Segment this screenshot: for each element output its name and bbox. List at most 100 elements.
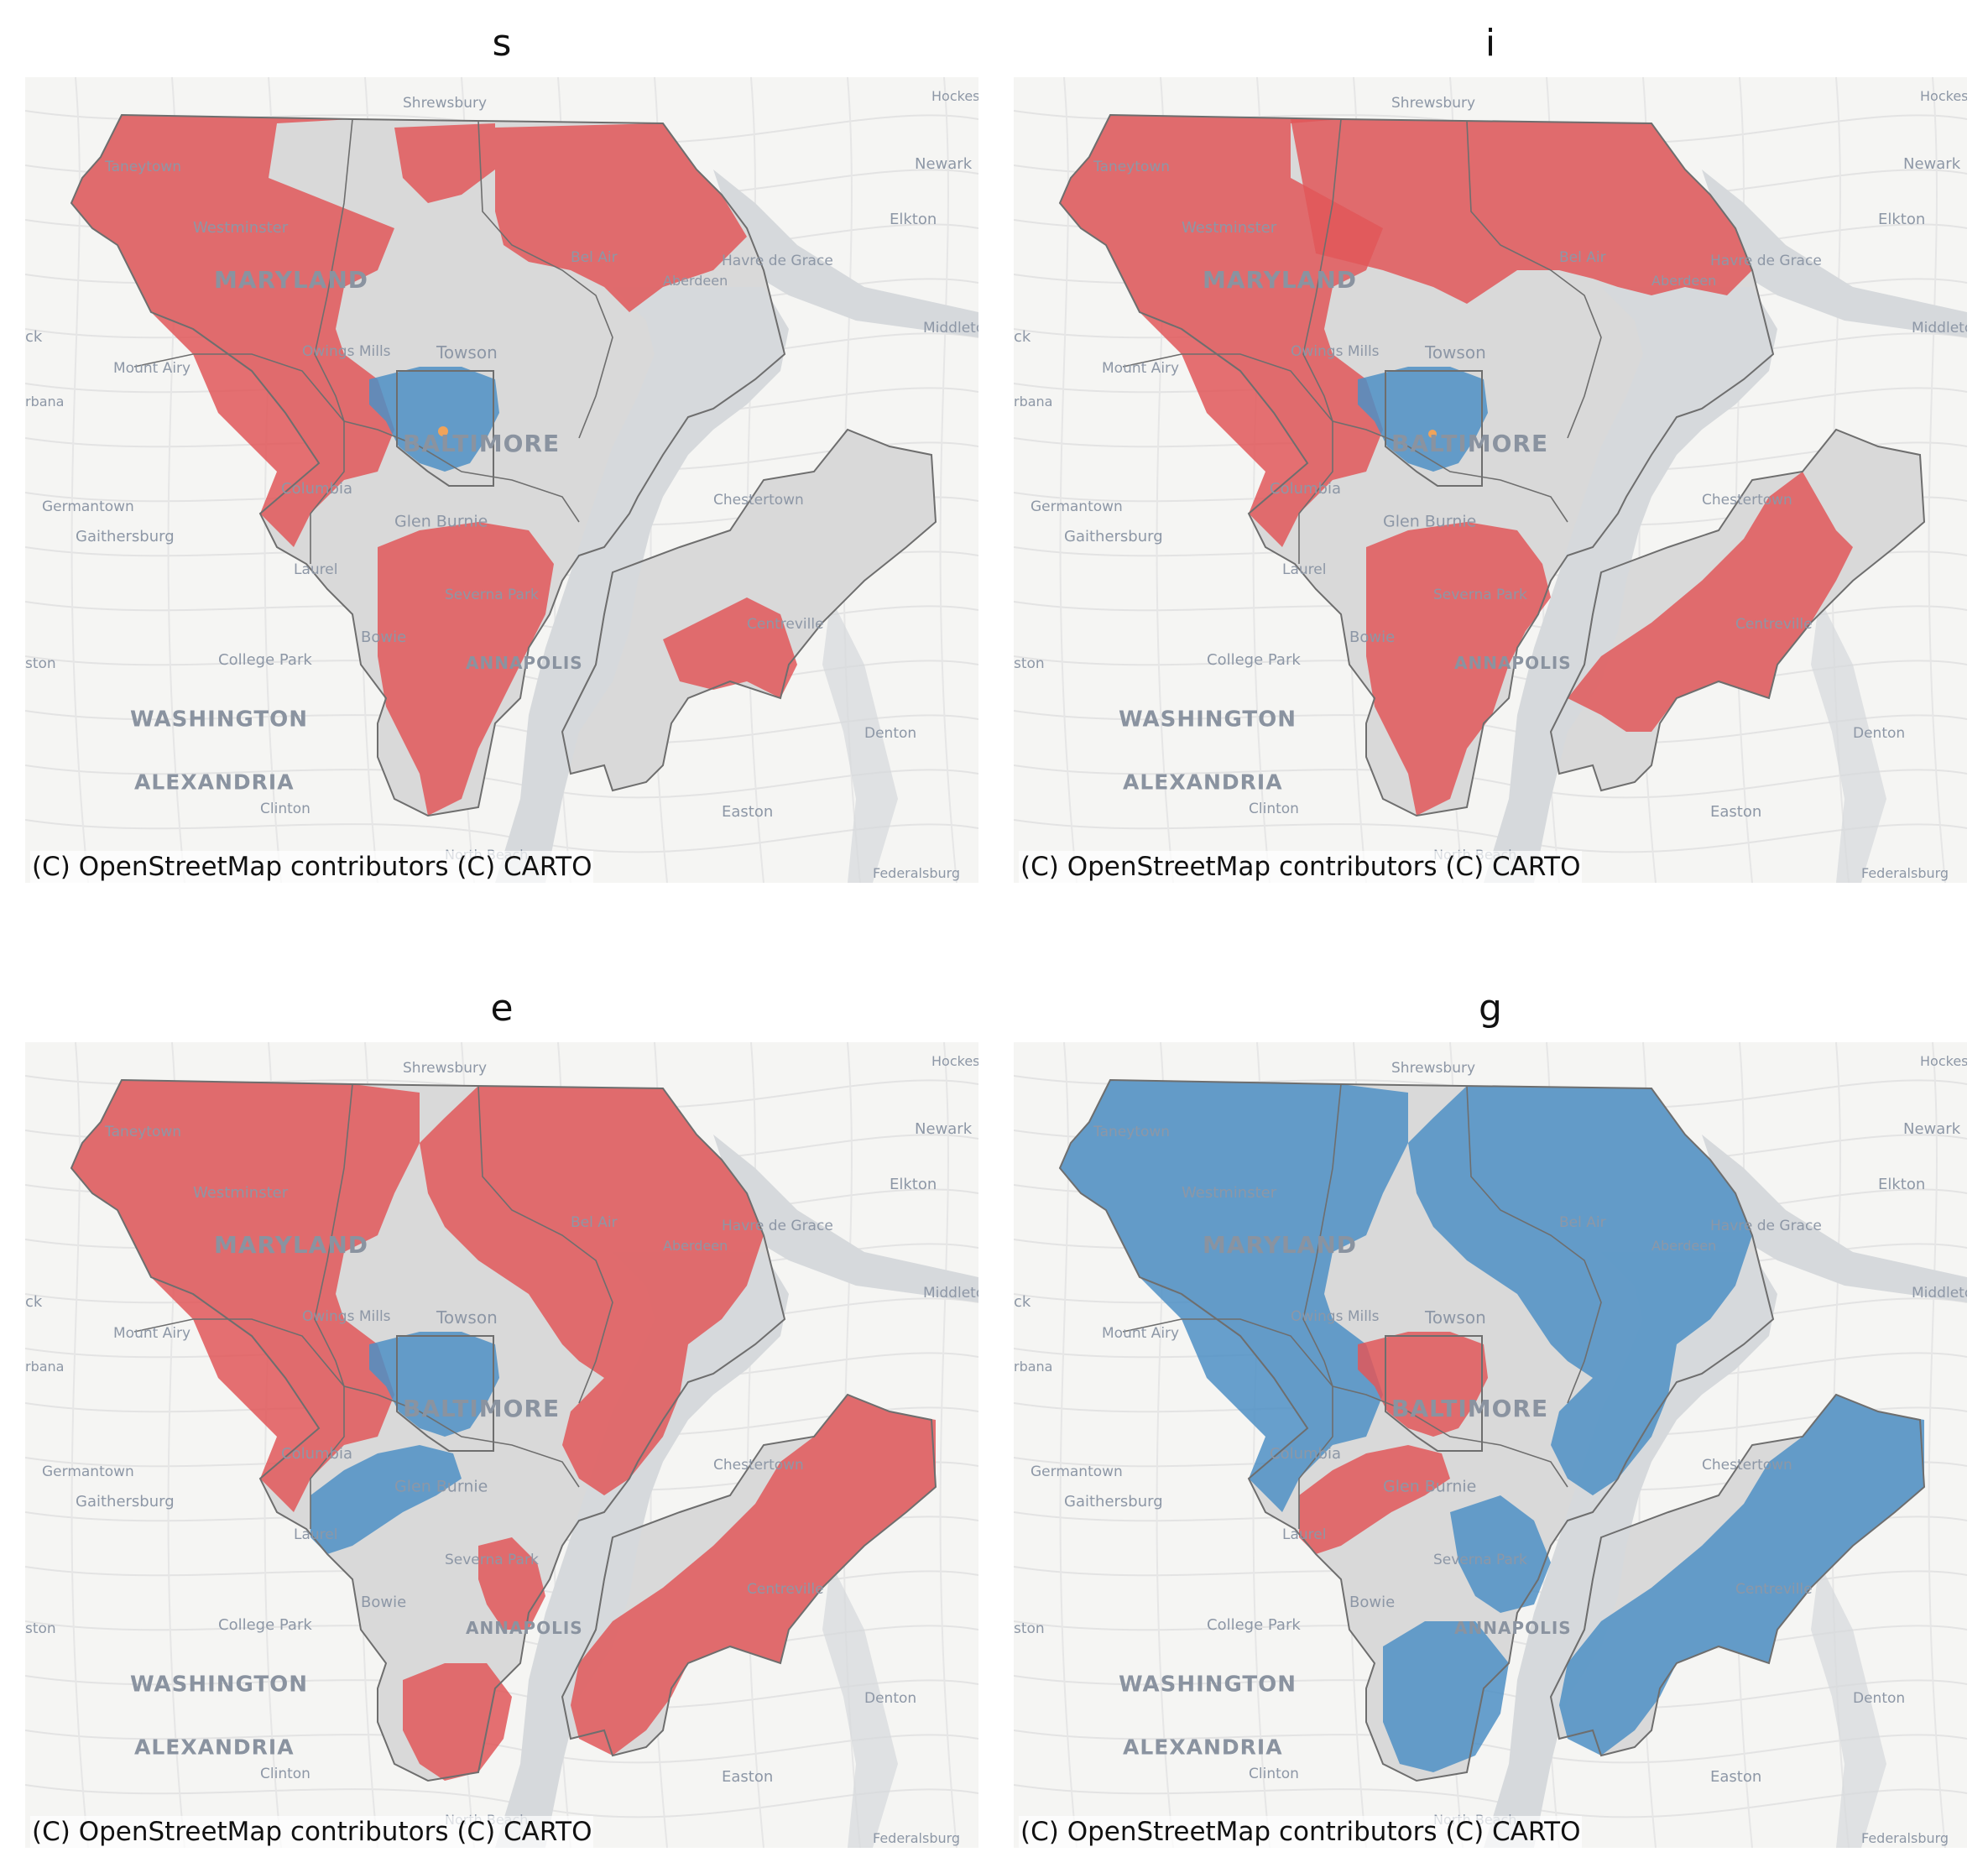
choropleth-map: Shrewsbury Hockes Newark Elkton Havre de Gra… (1014, 77, 1967, 883)
place-label-columbia: Columbia (281, 480, 352, 498)
place-label-newark: Newark (1903, 1120, 1961, 1138)
river-water (1702, 170, 1967, 337)
baltimore-city-border (1385, 1335, 1483, 1452)
blue-region-baltimore (369, 1332, 499, 1437)
place-label-severna-park: Severna Park (1433, 587, 1527, 603)
river-water (713, 170, 978, 337)
place-label-federalsburg: Federalsburg (873, 1830, 960, 1846)
place-label-germantown: Germantown (42, 1463, 134, 1480)
place-label-aberdeen: Aberdeen (1651, 1238, 1716, 1254)
chesapeake-bay (1484, 287, 1777, 883)
blue-region-northwest (1060, 1080, 1408, 1512)
place-label-westminster: Westminster (1182, 219, 1277, 237)
baltimore-city-border (396, 370, 494, 487)
place-label-bel-air: Bel Air (571, 249, 618, 266)
blue-region-southwest (310, 1445, 462, 1554)
place-label-elkton: Elkton (1878, 1176, 1925, 1193)
place-label-chestertown: Chestertown (1702, 492, 1792, 509)
river-water (1702, 1135, 1967, 1302)
place-label-towson: Towson (436, 342, 498, 363)
chesapeake-bay (495, 1252, 789, 1848)
place-label-easton: Easton (722, 803, 773, 821)
region-border (1058, 1078, 1775, 1782)
place-label-laurel: Laurel (1282, 561, 1326, 578)
county-border (1122, 353, 1333, 422)
place-label-denton: Denton (1853, 725, 1905, 742)
red-region-northwest (71, 115, 394, 547)
place-label-germantown: Germantown (1031, 498, 1123, 515)
county-border (578, 1536, 613, 1664)
choropleth-map: Shrewsbury Hockes Newark Elkton Havre de Gra… (25, 77, 978, 883)
basemap-labels: Shrewsbury Hockes Newark Elkton Havre de Gra… (25, 1053, 978, 1846)
place-label-denton: Denton (864, 1690, 916, 1707)
place-label-college-park: College Park (218, 651, 312, 669)
county-border (133, 353, 345, 422)
place-label-centreville: Centreville (747, 616, 824, 633)
place-label-boston-edge: ston (25, 1620, 56, 1637)
place-label-shrewsbury: Shrewsbury (1391, 95, 1475, 112)
place-label-frederick: ck (1014, 1293, 1031, 1311)
county-border (1332, 1385, 1568, 1488)
place-label-annapolis: ANNAPOLIS (466, 1618, 583, 1638)
place-label-maryland: MARYLAND (1203, 266, 1357, 294)
county-border (477, 120, 613, 439)
region-border (70, 113, 786, 817)
place-label-denton: Denton (1853, 1690, 1905, 1707)
place-label-glen-burnie: Glen Burnie (1383, 1478, 1476, 1496)
place-label-clinton: Clinton (1249, 1766, 1299, 1782)
red-region-annapolis (378, 522, 554, 816)
basemap-road (939, 1042, 957, 1848)
red-region-northwest (71, 1080, 420, 1512)
place-label-severna-park: Severna Park (1433, 1552, 1527, 1568)
place-label-hockessin: Hockes (931, 88, 978, 104)
place-label-easton: Easton (722, 1768, 773, 1786)
place-label-westminster: Westminster (193, 219, 289, 237)
basemap-road (939, 77, 957, 883)
county-border (343, 420, 580, 523)
map-frame[interactable]: Shrewsbury Hockes Newark Elkton Havre de Gra… (25, 1042, 978, 1848)
place-label-middletown: Middletov (1912, 320, 1967, 337)
place-label-taneytown: Taneytown (1093, 1124, 1170, 1140)
red-region-baltimore (1358, 1332, 1488, 1437)
place-label-chestertown: Chestertown (1702, 1457, 1792, 1474)
orange-region (1428, 430, 1437, 438)
place-label-laurel: Laurel (1282, 1526, 1326, 1543)
map-attribution: (C) OpenStreetMap contributors (C) CARTO (30, 851, 594, 883)
county-border (1302, 118, 1342, 422)
place-label-maryland: MARYLAND (214, 266, 368, 294)
red-region-northwest (1060, 115, 1383, 547)
place-label-newark: Newark (915, 155, 973, 173)
map-frame[interactable]: Shrewsbury Hockes Newark Elkton Havre de Gra… (1014, 1042, 1967, 1848)
place-label-shrewsbury: Shrewsbury (1391, 1060, 1475, 1077)
place-label-hockessin: Hockes (1920, 88, 1967, 104)
panel-e: e Shrewsbury Hockes Newark Elkton Havre de G… (25, 983, 978, 1856)
river-water (713, 1135, 978, 1302)
basemap-road (1735, 77, 1753, 883)
place-label-urbana: rbana (1014, 394, 1052, 410)
place-label-newark: Newark (915, 1120, 973, 1138)
place-label-college-park: College Park (1207, 1616, 1301, 1634)
county-border (133, 1318, 345, 1387)
place-label-westminster: Westminster (1182, 1184, 1277, 1202)
region-border (1058, 113, 1775, 817)
place-label-maryland: MARYLAND (1203, 1231, 1357, 1259)
place-label-clinton: Clinton (260, 1766, 310, 1782)
panel-title: i (1484, 22, 1496, 65)
place-label-annapolis: ANNAPOLIS (1454, 1618, 1572, 1638)
county-border (1466, 1085, 1602, 1404)
place-label-bel-air: Bel Air (1559, 249, 1606, 266)
map-attribution: (C) OpenStreetMap contributors (C) CARTO (30, 1816, 594, 1848)
county-border (314, 118, 353, 422)
place-label-towson: Towson (436, 1307, 498, 1328)
chesapeake-bay (1484, 1252, 1777, 1848)
place-label-clinton: Clinton (1249, 801, 1299, 817)
place-label-boston-edge: ston (1014, 1620, 1045, 1637)
map-frame[interactable]: Shrewsbury Hockes Newark Elkton Havre de Gra… (25, 77, 978, 883)
place-label-taneytown: Taneytown (104, 1124, 181, 1140)
map-frame[interactable]: Shrewsbury Hockes Newark Elkton Havre de Gra… (1014, 77, 1967, 883)
red-region-southwest (1299, 1445, 1450, 1554)
place-label-easton: Easton (1710, 1768, 1761, 1786)
place-label-gaithersburg: Gaithersburg (1064, 528, 1163, 545)
place-label-federalsburg: Federalsburg (1861, 865, 1949, 881)
basemap-road (70, 77, 89, 883)
